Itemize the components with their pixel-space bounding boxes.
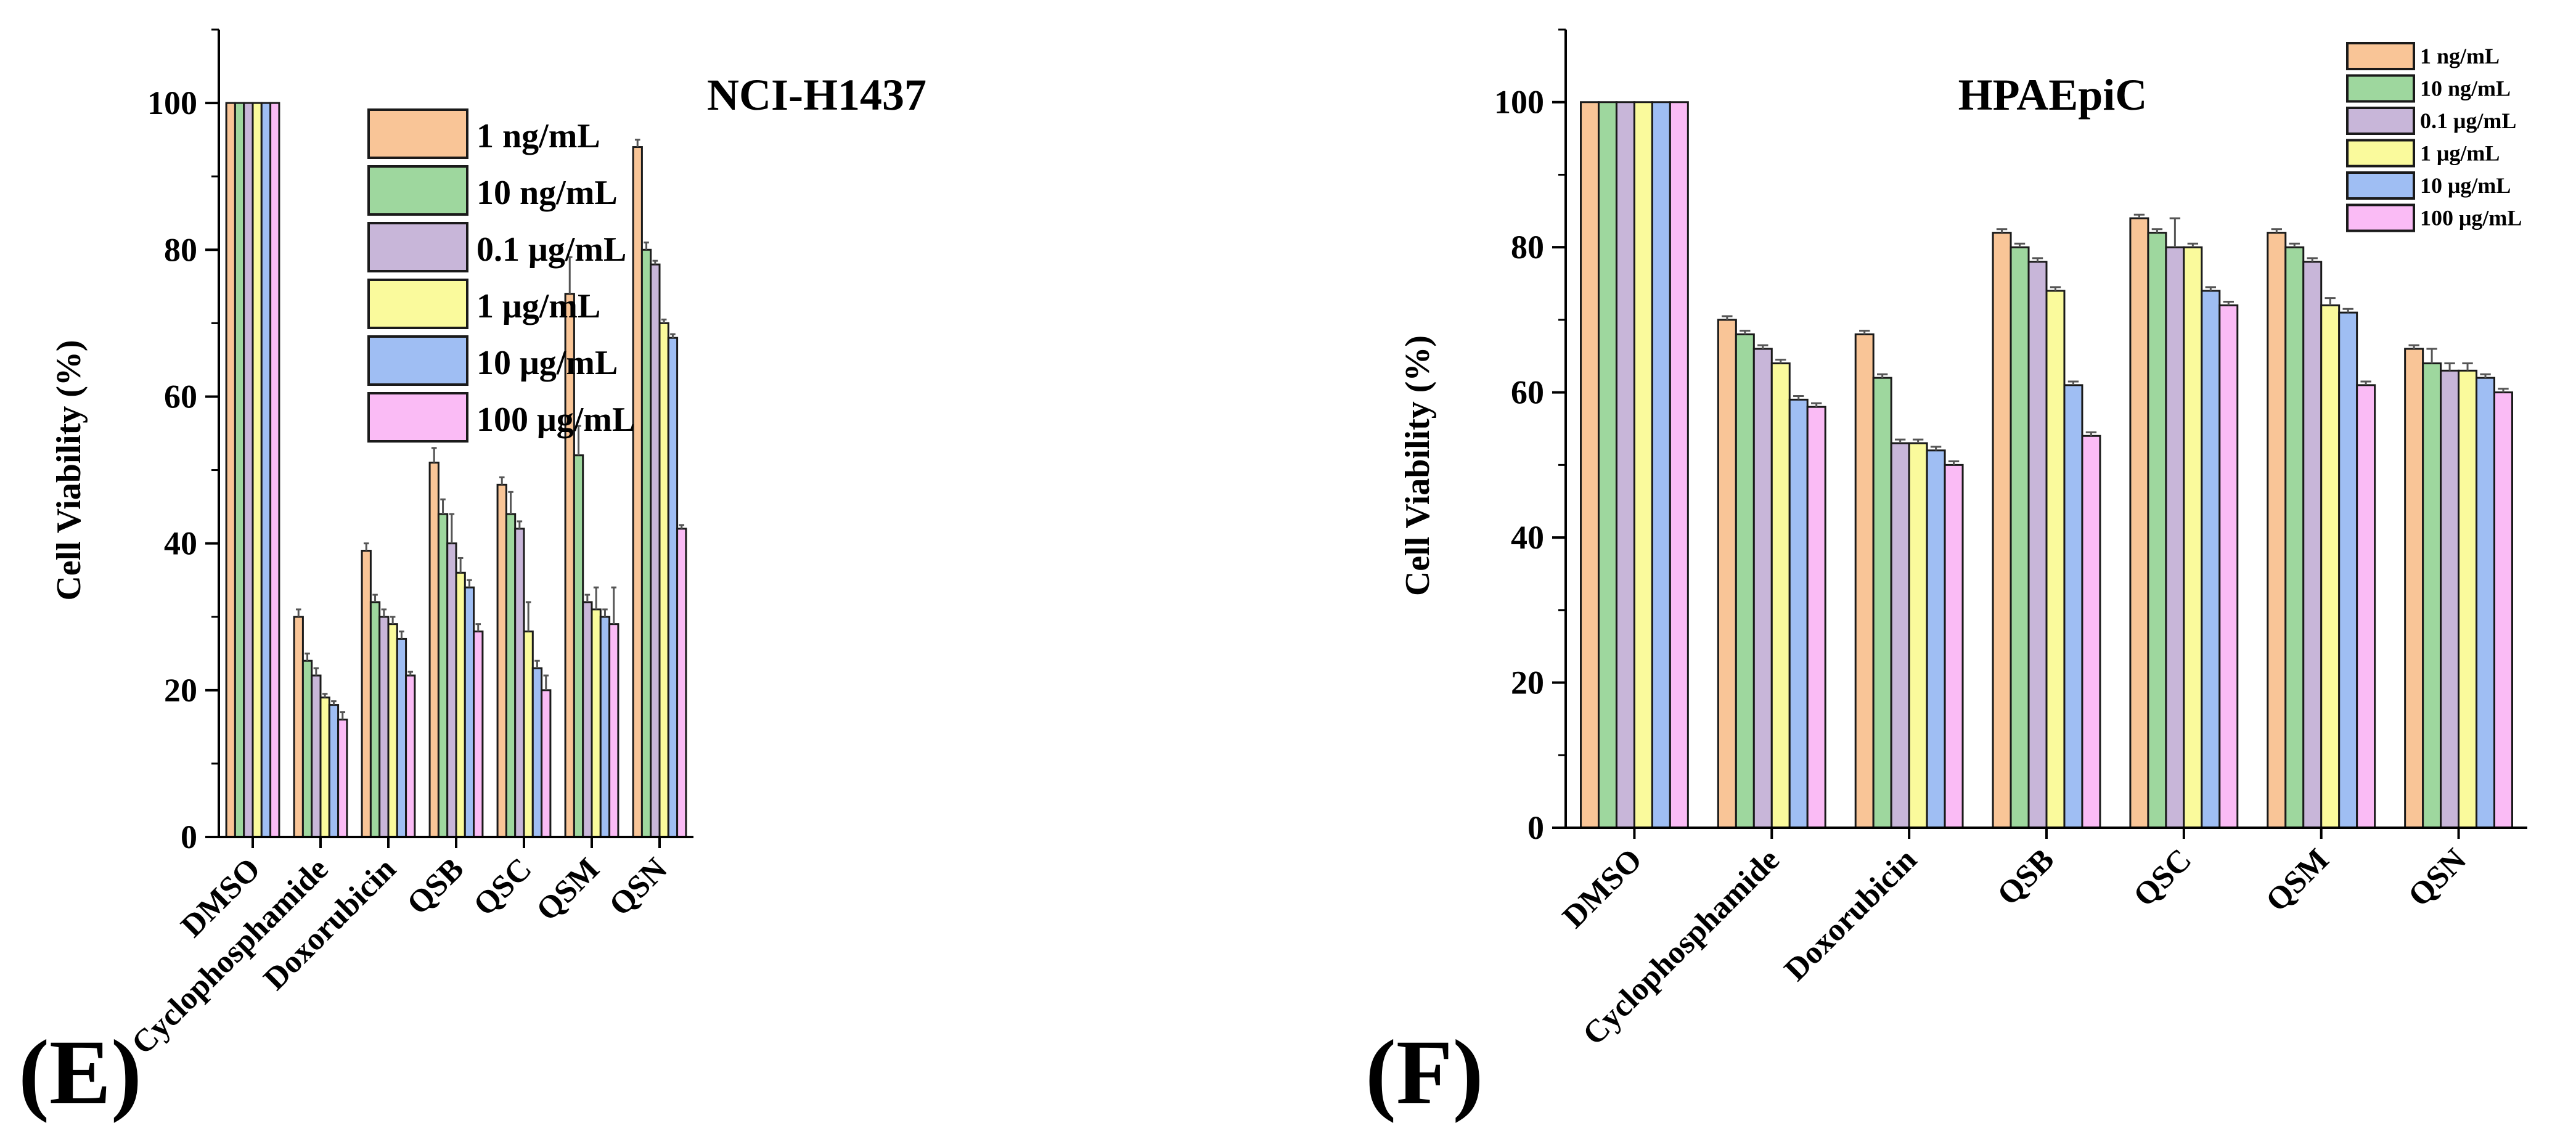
legend-swatch [367, 335, 468, 386]
chart-title: HPAEpiC [1958, 70, 2148, 120]
y-tick-label: 100 [147, 84, 197, 121]
bar [1872, 377, 1892, 829]
bar [1651, 101, 1671, 829]
bar [1770, 362, 1791, 829]
x-category-label: QSC [2127, 842, 2198, 913]
legend-label: 10 ng/mL [476, 174, 618, 212]
chart-title: NCI-H1437 [707, 70, 926, 120]
bar [2027, 261, 2048, 829]
legend: 1 ng/mL 10 ng/mL 0.1 μg/mL 1 μg/mL 10 μg/mL 1… [2346, 42, 2522, 232]
bar [2165, 246, 2185, 829]
bar [1669, 101, 1689, 829]
bar [2320, 304, 2341, 829]
bar [1992, 232, 2012, 829]
legend-swatch [2346, 107, 2415, 135]
legend-label: 1 ng/mL [476, 117, 600, 155]
legend-label: 100 μg/mL [476, 401, 635, 439]
y-axis-label: Cell Viability (%) [1399, 335, 1437, 596]
bar [2422, 362, 2442, 829]
bar [1908, 442, 1928, 829]
bar [1752, 348, 1773, 829]
legend: 1 ng/mL 10 ng/mL 0.1 μg/mL 1 μg/mL 10 μg/mL 1… [367, 108, 635, 443]
bar [1854, 333, 1875, 829]
y-axis-label: Cell Viability (%) [50, 340, 88, 600]
legend-swatch [2346, 139, 2415, 168]
y-tick-label: 80 [1511, 229, 1544, 266]
bar [1944, 463, 1964, 829]
y-tick-label: 40 [164, 525, 197, 562]
bar [2356, 384, 2376, 829]
y-tick-label: 60 [164, 378, 197, 415]
bar [2063, 384, 2083, 829]
bar [1926, 449, 1946, 829]
y-tick-label: 20 [164, 672, 197, 709]
bar [1806, 406, 1826, 829]
bar [2476, 377, 2496, 829]
legend-swatch [367, 392, 468, 443]
legend-label: 100 μg/mL [2420, 205, 2522, 230]
legend-swatch [367, 222, 468, 272]
bar [2302, 261, 2323, 829]
bar [2440, 369, 2460, 829]
bar [1580, 101, 1600, 829]
bar [1717, 319, 1737, 829]
bar [2129, 217, 2149, 829]
x-category-label: Doxorubicin [1778, 842, 1923, 987]
legend-label: 10 ng/mL [2420, 76, 2511, 100]
y-tick-label: 60 [1511, 374, 1544, 411]
bar [2404, 348, 2424, 829]
bar [1735, 333, 1755, 829]
y-tick-label: 20 [1511, 664, 1544, 701]
legend-label: 1 μg/mL [2420, 141, 2500, 165]
legend-swatch [2346, 203, 2415, 232]
legend-swatch [367, 165, 468, 216]
x-category-label: QSM [2259, 842, 2336, 918]
bar [2183, 246, 2203, 829]
bar [1615, 101, 1635, 829]
x-category-label: DMSO [1556, 842, 1649, 935]
legend-swatch [2346, 42, 2415, 70]
y-tick-label: 100 [1494, 84, 1544, 121]
x-category-label: QSB [1991, 842, 2061, 912]
y-tick-label: 40 [1511, 519, 1544, 556]
bar [2458, 369, 2478, 829]
bar [2338, 311, 2358, 829]
bar [2493, 391, 2513, 829]
bar [2147, 232, 2167, 829]
legend-label: 10 μg/mL [2420, 173, 2511, 198]
legend-label: 10 μg/mL [476, 344, 618, 382]
legend-label: 0.1 μg/mL [476, 231, 626, 269]
bar [1788, 398, 1809, 829]
bar [1597, 101, 1617, 829]
y-tick-label: 0 [1527, 809, 1544, 846]
legend-swatch [2346, 74, 2415, 103]
bar [1890, 442, 1910, 829]
x-category-label: QSN [2402, 842, 2473, 913]
bar [2045, 290, 2066, 829]
bar [2284, 246, 2305, 829]
panel-label-f: (F) [1365, 1021, 1484, 1124]
y-tick-label: 0 [181, 819, 197, 855]
bar [2267, 232, 2287, 829]
legend-label: 1 μg/mL [476, 287, 600, 325]
legend-swatch [367, 108, 468, 159]
y-tick-label: 80 [164, 231, 197, 268]
bar [1633, 101, 1653, 829]
bar [2010, 246, 2030, 829]
bar [2201, 290, 2221, 829]
legend-swatch [367, 279, 468, 329]
legend-label: 1 ng/mL [2420, 44, 2500, 68]
panel-label-e: (E) [18, 1021, 142, 1124]
legend-label: 0.1 μg/mL [2420, 108, 2516, 133]
bar [2081, 435, 2101, 829]
bar [2218, 304, 2239, 829]
legend-swatch [2346, 171, 2415, 200]
